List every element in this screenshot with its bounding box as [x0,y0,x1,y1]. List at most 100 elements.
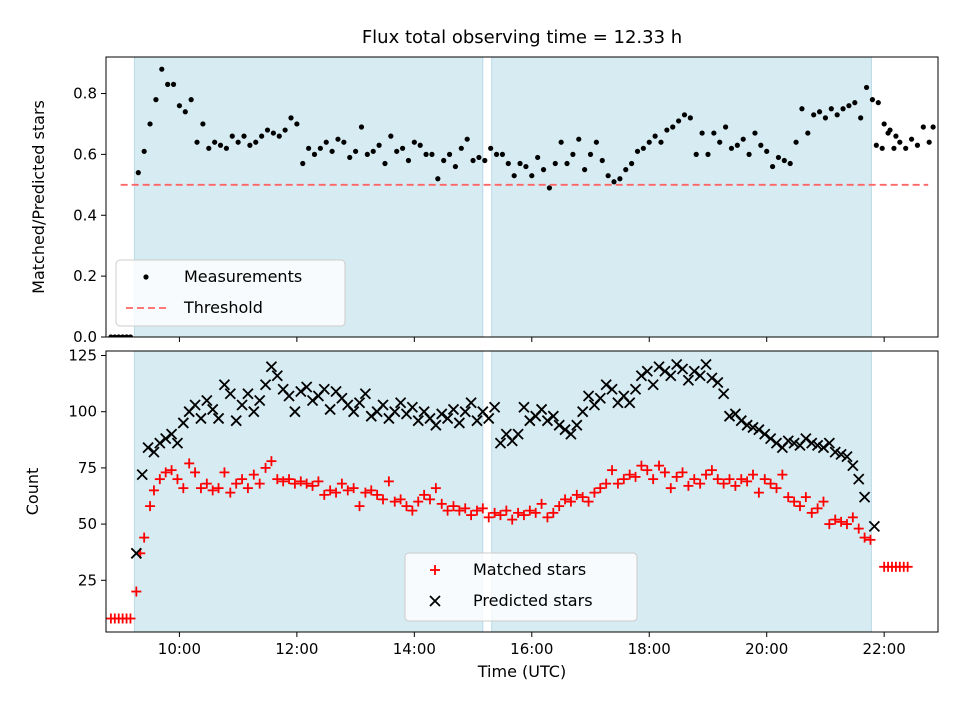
measurement-point [914,142,921,148]
measurement-point [891,145,897,151]
matched-star-point [554,501,565,512]
measurement-point [194,139,200,145]
measurement-point [552,160,558,167]
matched-star-point [507,514,518,525]
measurement-point [511,173,517,179]
matched-star-point [383,476,394,487]
predicted-star-point [453,417,465,429]
measurement-point [253,139,259,145]
measurement-point [176,103,183,109]
measurement-point [382,160,388,167]
predicted-star-point [600,379,612,391]
measurement-point [476,154,482,161]
matched-star-point [148,485,159,496]
measurement-point [235,139,241,145]
measurement-point [873,142,879,148]
predicted-star-point [671,358,683,371]
predicted-star-point [759,428,771,440]
matched-star-point [518,510,529,521]
measurement-point [846,103,852,109]
measurement-point [470,157,476,164]
predicted-star-point [806,437,818,449]
predicted-star-point [324,403,336,416]
measurement-point [259,133,265,139]
measurement-point [523,163,529,170]
measurement-point [505,160,511,167]
legend-box-1 [115,259,346,327]
matched-star-point [571,489,582,500]
predicted-star-point [189,399,201,411]
matched-star-point [665,483,676,494]
measurement-point [411,139,417,145]
predicted-star-point [441,412,454,425]
predicted-star-point [841,451,853,463]
y-tick-label: 0.6 [73,145,97,163]
matched-star-point [307,480,318,491]
predicted-star-point [706,372,718,384]
plot-area-1 [108,66,936,337]
measurement-point [652,133,658,139]
predicted-star-point [130,547,142,559]
matched-star-point [395,494,406,505]
y-tick-label: 0.8 [73,85,97,103]
predicted-star-point [488,401,501,413]
predicted-star-point [641,365,653,377]
measurement-point [722,124,729,130]
measurement-point [276,133,282,139]
matched-star-point [712,474,723,485]
matched-star-point [742,476,753,487]
matched-star-point [331,487,342,498]
measurement-point [676,118,682,124]
y-tick-label: 0.4 [73,206,97,224]
matched-star-point [225,487,236,498]
measurement-point [200,121,206,127]
predicted-star-point [142,442,154,454]
measurement-point [441,157,447,164]
measurement-point [734,142,740,148]
matched-star-point [354,501,365,512]
matched-star-point [448,501,459,512]
matched-star-point [730,480,741,491]
measurement-point [903,145,909,151]
matched-star-point [284,474,295,485]
predicted-star-point [160,433,172,445]
measurement-point [558,139,564,145]
measurement-point [811,112,817,118]
matched-star-point [771,483,782,494]
predicted-star-point [565,428,577,440]
predicted-star-point [295,385,307,398]
matched-star-point [542,512,553,523]
matched-star-point [765,478,776,489]
measurement-point [223,145,229,151]
measurement-point [370,148,376,154]
matched-star-point [836,516,847,527]
predicted-star-point [553,419,565,431]
measurement-point [499,151,506,157]
matched-star-point [847,512,858,523]
predicted-star-point [582,390,595,402]
measurement-point [546,185,553,191]
predicted-star-point [676,363,689,375]
matched-star-point [460,503,471,514]
predicted-star-point [747,421,759,434]
measurement-point [311,151,318,157]
measurement-point [752,130,758,136]
legend-predicted-swatch [429,595,441,607]
measurement-point [323,139,329,145]
matched-star-point [548,507,559,518]
measurement-point [769,163,776,170]
predicted-star-point [254,394,266,407]
legend-label: Measurements [184,267,302,286]
matched-star-point [419,489,430,500]
predicted-star-point [471,415,483,427]
predicted-star-point [436,408,448,420]
matched-star-point [753,487,764,498]
measurement-point [611,179,617,185]
x-tick-label: 20:00 [745,640,788,658]
measurement-point [153,97,159,103]
matched-star-point [407,505,418,516]
measurement-point [875,100,881,106]
measurement-point [834,112,840,118]
measurement-point [587,151,594,157]
matched-star-point [642,465,653,476]
